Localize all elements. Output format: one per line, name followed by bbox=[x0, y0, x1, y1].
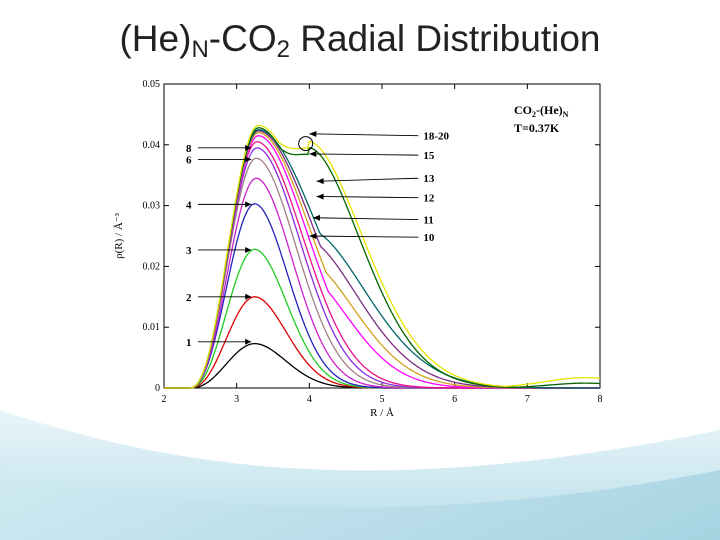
annotation-arrowhead bbox=[245, 338, 252, 345]
y-tick-label: 0.02 bbox=[143, 261, 161, 272]
legend-line-1: CO2-(He)N bbox=[514, 103, 569, 119]
title-part: (He) bbox=[119, 18, 192, 59]
curve-label-left: 4 bbox=[186, 199, 192, 211]
title-part: -CO bbox=[208, 18, 277, 59]
curve-label-right: 15 bbox=[423, 150, 435, 162]
annotation-arrowhead bbox=[309, 130, 317, 137]
series-line-7 bbox=[164, 147, 600, 389]
annotation-arrow bbox=[309, 153, 419, 156]
x-tick-label: 5 bbox=[380, 394, 385, 405]
x-tick-label: 6 bbox=[452, 394, 457, 405]
y-tick-label: 0.01 bbox=[143, 322, 161, 333]
x-tick-label: 2 bbox=[162, 394, 167, 405]
x-tick-label: 7 bbox=[525, 394, 530, 405]
annotation-arrowhead bbox=[312, 214, 321, 221]
series-line-13 bbox=[164, 128, 600, 389]
series-line-1 bbox=[164, 342, 600, 389]
title-part: Radial Distribution bbox=[289, 18, 601, 59]
curve-label-left: 8 bbox=[186, 143, 192, 155]
annotation-arrowhead bbox=[245, 246, 252, 253]
x-axis-title: R / Å bbox=[370, 407, 394, 419]
radial-distribution-chart: 2 3 4 5 6 7 800.010.020.030.040.05 86432118-20… bbox=[113, 79, 603, 419]
y-axis-title: ρ(R) / Å⁻³ bbox=[113, 212, 125, 258]
y-tick-label: 0 bbox=[155, 383, 160, 394]
curve-label-right: 11 bbox=[423, 215, 433, 227]
x-tick-label: 8 bbox=[598, 394, 603, 405]
curve-label-left: 2 bbox=[186, 292, 192, 304]
annotation-arrow bbox=[312, 217, 419, 221]
chart-figure: 2 3 4 5 6 7 8 0 0.01 0.02 0.03 0.04 0.05 8 6 4 3 2 1 18-20… bbox=[100, 76, 612, 426]
highlight-circle bbox=[298, 136, 314, 152]
series-line-15 bbox=[164, 127, 601, 389]
annotation-arrowhead bbox=[316, 178, 324, 185]
curve-label-left: 1 bbox=[186, 337, 192, 349]
annotation-arrowhead bbox=[309, 150, 317, 157]
background-wave-dark bbox=[0, 470, 720, 540]
annotation-arrow bbox=[316, 196, 419, 199]
annotation-arrow bbox=[316, 177, 419, 182]
x-tick-label: 4 bbox=[307, 394, 312, 405]
curve-label-right: 13 bbox=[423, 173, 435, 185]
curve-label-left: 3 bbox=[186, 245, 192, 257]
curve-label-right: 18-20 bbox=[423, 131, 449, 143]
annotation-arrow bbox=[309, 235, 419, 238]
series-line-2 bbox=[164, 296, 600, 389]
series-line-18-20 bbox=[164, 124, 601, 389]
annotation-arrowhead bbox=[309, 233, 317, 240]
x-tick-label: 3 bbox=[234, 394, 239, 405]
slide-title: (He)N-CO2 Radial Distribution bbox=[0, 14, 720, 64]
legend-line-2: T=0.37K bbox=[514, 121, 560, 135]
annotation-arrow bbox=[309, 133, 419, 137]
curve-label-right: 12 bbox=[423, 193, 435, 205]
annotation-arrowhead bbox=[245, 293, 252, 300]
annotation-arrowhead bbox=[245, 144, 252, 151]
annotation-arrowhead bbox=[245, 156, 252, 163]
title-subscript-2: 2 bbox=[276, 36, 290, 63]
annotation-arrowhead bbox=[316, 193, 324, 200]
curve-label-left: 6 bbox=[186, 154, 192, 166]
y-tick-label: 0.03 bbox=[143, 201, 161, 212]
series-line-3 bbox=[164, 248, 600, 389]
title-subscript-n: N bbox=[191, 36, 209, 63]
y-tick-label: 0.04 bbox=[143, 140, 161, 151]
curve-label-right: 10 bbox=[423, 232, 435, 244]
y-tick-label: 0.05 bbox=[143, 79, 161, 90]
annotation-arrowhead bbox=[245, 201, 252, 208]
